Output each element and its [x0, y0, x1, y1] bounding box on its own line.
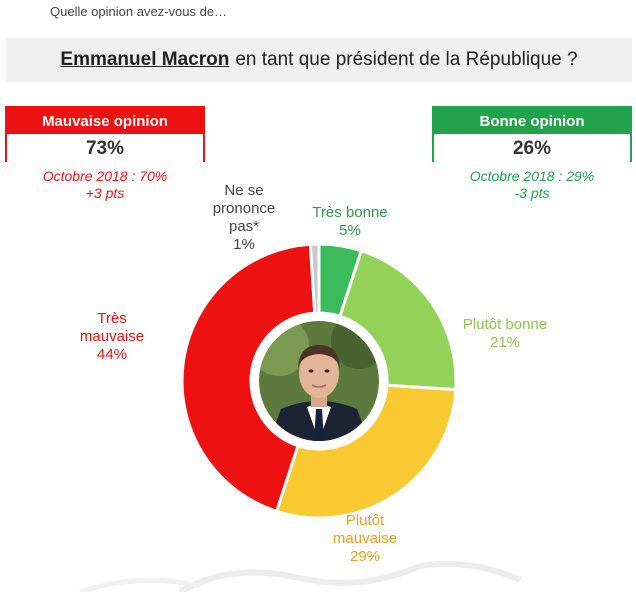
label-plutot-mauvaise-line: mauvaise: [332, 530, 398, 547]
bad-opinion-label: Mauvaise opinion: [7, 108, 203, 134]
good-opinion-label: Bonne opinion: [434, 108, 630, 134]
label-nsp-line: pas*: [228, 218, 260, 235]
label-nsp-line: Ne se: [224, 182, 264, 199]
label-nsp-line: prononce: [212, 200, 276, 217]
label-nsp-line: 1%: [233, 236, 255, 253]
good-opinion-box: Bonne opinion 26%: [432, 106, 632, 164]
bad-opinion-box: Mauvaise opinion 73%: [5, 106, 205, 164]
label-plutot-mauvaise: Plutôt mauvaise 29%: [310, 512, 420, 566]
question-text: Quelle opinion avez-vous de…: [50, 4, 228, 19]
label-tres-mauvaise-line: Très: [97, 310, 127, 327]
bad-trend-line1: Octobre 2018 : 70%: [42, 168, 168, 184]
label-tres-bonne: Très bonne 5%: [300, 204, 400, 240]
label-plutot-mauvaise-line: 29%: [349, 548, 381, 565]
portrait-illustration: [259, 321, 379, 441]
bad-trend-line2: +3 pts: [85, 185, 125, 201]
good-trend-line1: Octobre 2018 : 29%: [469, 168, 595, 184]
bad-opinion-trend: Octobre 2018 : 70% +3 pts: [5, 168, 205, 202]
label-tres-bonne-line: 5%: [339, 222, 361, 239]
label-tres-bonne-line: Très bonne: [312, 204, 388, 221]
label-plutot-bonne: Plutôt bonne 21%: [440, 316, 570, 352]
label-plutot-bonne-line: Plutôt bonne: [462, 316, 548, 333]
good-opinion-trend: Octobre 2018 : 29% -3 pts: [432, 168, 632, 202]
decorative-pattern: [79, 560, 522, 592]
label-tres-mauvaise: Très mauvaise 44%: [62, 310, 162, 364]
label-tres-mauvaise-line: 44%: [96, 346, 128, 363]
title-name: Emmanuel Macron: [60, 49, 230, 70]
label-nsp: Ne se prononce pas* 1%: [194, 182, 294, 254]
chart-title: Emmanuel Macron en tant que président de…: [6, 38, 632, 82]
title-rest: en tant que président de la République ?: [235, 49, 578, 70]
label-tres-mauvaise-line: mauvaise: [79, 328, 145, 345]
label-plutot-mauvaise-line: Plutôt: [345, 512, 385, 529]
bad-opinion-value: 73%: [7, 134, 203, 164]
good-trend-line2: -3 pts: [514, 185, 550, 201]
good-opinion-value: 26%: [434, 134, 630, 164]
label-plutot-bonne-line: 21%: [489, 334, 521, 351]
portrait-photo: [259, 321, 379, 441]
